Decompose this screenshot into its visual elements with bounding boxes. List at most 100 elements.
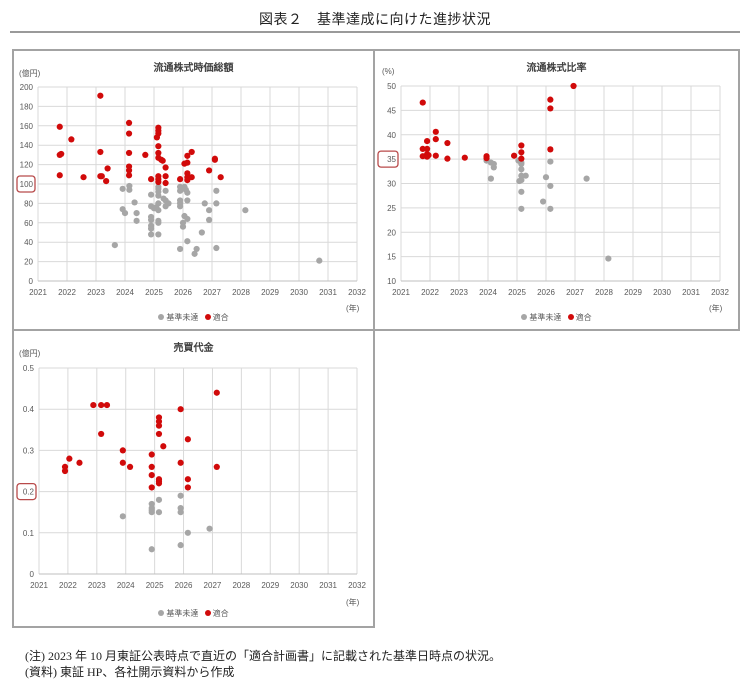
data-point (542, 174, 550, 181)
data-point (213, 187, 220, 194)
red-dot-icon (567, 313, 574, 320)
data-point (76, 459, 83, 466)
y-tick-label: 40 (24, 238, 33, 247)
data-point (213, 200, 220, 207)
data-point (432, 136, 439, 143)
gray-dot-icon (158, 609, 165, 616)
legend-item-met: 適合 (204, 609, 229, 618)
data-point (193, 245, 200, 253)
x-tick-label: 2030 (290, 581, 308, 590)
x-tick-label: 2024 (116, 288, 134, 297)
data-point (425, 152, 432, 159)
y-axis-unit: (%) (382, 67, 395, 76)
data-point (162, 187, 169, 194)
data-point (518, 205, 525, 212)
figure-title: 図表２ 基準達成に向けた進捗状況 (259, 13, 491, 28)
chart-panel-market-cap: 流通株式時価総額 (億円) 2021 2022 2023 2024 2025 2026 20… (12, 49, 375, 331)
x-tick-label: 2023 (450, 288, 468, 297)
y-tick-label: 35 (387, 155, 396, 164)
data-point (148, 509, 155, 516)
legend-label: 基準未達 (166, 313, 199, 322)
x-axis-unit: (年) (709, 304, 723, 313)
data-point (68, 136, 75, 143)
y-tick-label: 0 (29, 277, 34, 286)
data-point (483, 155, 490, 162)
y-tick-label: 50 (387, 82, 396, 91)
data-point (58, 150, 65, 158)
data-point (97, 148, 104, 156)
x-tick-label: 2024 (117, 581, 135, 590)
data-point (511, 152, 518, 159)
x-tick-label: 2030 (653, 288, 671, 297)
x-tick-label: 2021 (30, 581, 48, 590)
data-point (419, 99, 426, 106)
data-point (518, 155, 525, 162)
data-point (125, 172, 133, 179)
data-point (177, 509, 184, 516)
data-point (155, 192, 162, 199)
data-point (188, 148, 195, 156)
data-point (80, 174, 87, 181)
data-point (184, 436, 191, 443)
data-point (155, 430, 163, 438)
data-point (61, 467, 69, 475)
legend-label: 基準未達 (529, 313, 562, 322)
data-point (125, 130, 133, 137)
scatter-plot: 2021 2022 2023 2024 2025 2026 2027 2028 2029 2030… (16, 83, 366, 297)
y-tick-label: 25 (387, 204, 396, 213)
x-tick-label: 2027 (566, 288, 584, 297)
data-point (177, 542, 184, 549)
data-point (98, 173, 105, 180)
x-tick-label: 2032 (348, 288, 366, 297)
data-point (444, 139, 451, 147)
x-axis-unit: (年) (346, 598, 360, 607)
red-dot-icon (204, 313, 211, 320)
data-point (213, 463, 220, 470)
legend-item-met: 適合 (204, 313, 229, 322)
x-tick-label: 2029 (261, 581, 279, 590)
data-point (461, 154, 468, 161)
data-point (126, 463, 134, 470)
highlight-box (16, 175, 36, 193)
data-point (155, 219, 162, 226)
data-point (206, 525, 213, 532)
series-met (61, 389, 220, 491)
chart-title: 流通株式時価総額 (153, 63, 234, 74)
data-point (98, 401, 105, 409)
data-point (518, 166, 525, 173)
data-point (125, 149, 133, 157)
data-point (155, 143, 162, 150)
data-point (184, 197, 191, 204)
data-point (177, 459, 184, 466)
x-tick-label: 2028 (232, 288, 250, 297)
data-point (547, 146, 554, 153)
x-tick-label: 2024 (479, 288, 497, 297)
x-tick-label: 2025 (145, 288, 163, 297)
x-tick-label: 2022 (421, 288, 439, 297)
data-point (540, 198, 547, 205)
series-unmet (119, 492, 213, 553)
data-point (518, 172, 525, 179)
data-point (184, 159, 191, 166)
data-point (121, 210, 129, 217)
x-tick-label: 2029 (624, 288, 642, 297)
data-point (131, 199, 138, 206)
legend-item-unmet: 基準未達 (158, 609, 198, 618)
data-point (419, 145, 426, 152)
data-point (148, 216, 155, 223)
series-unmet (483, 157, 612, 262)
scatter-plot: 2021 2022 2023 2024 2025 2026 2027 2028 2029 2030… (16, 364, 366, 590)
data-point (155, 207, 162, 214)
scatter-plot: 2021 2022 2023 2024 2025 2026 2027 2028 2029 2030… (377, 82, 729, 297)
x-tick-label: 2027 (203, 288, 221, 297)
data-point (155, 231, 162, 238)
x-tick-label: 2023 (87, 288, 105, 297)
data-point (184, 476, 191, 483)
data-point (518, 188, 525, 195)
legend-item-unmet: 基準未達 (158, 313, 198, 322)
data-point (148, 546, 155, 553)
data-point (148, 463, 155, 470)
data-point (184, 189, 191, 196)
data-point (148, 231, 155, 238)
data-point (162, 179, 169, 187)
